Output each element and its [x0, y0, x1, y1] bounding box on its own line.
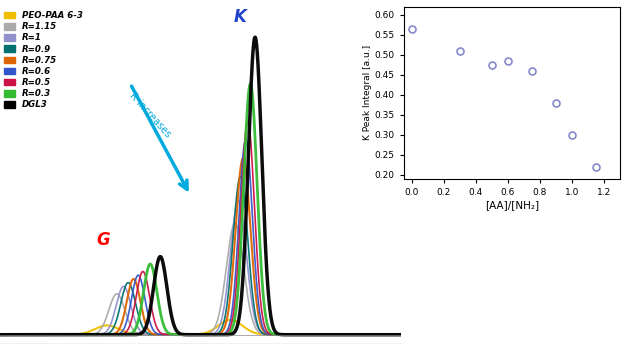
Y-axis label: K Peak Integral [a.u.]: K Peak Integral [a.u.]: [363, 45, 372, 140]
Text: K: K: [234, 8, 247, 26]
Text: R increases: R increases: [128, 91, 173, 140]
Legend: PEO-PAA 6-3, R=1.15, R=1, R=0.9, R=0.75, R=0.6, R=0.5, R=0.3, DGL3: PEO-PAA 6-3, R=1.15, R=1, R=0.9, R=0.75,…: [4, 11, 83, 109]
Text: G: G: [96, 232, 110, 249]
X-axis label: [AA]/[NH₂]: [AA]/[NH₂]: [485, 200, 539, 210]
